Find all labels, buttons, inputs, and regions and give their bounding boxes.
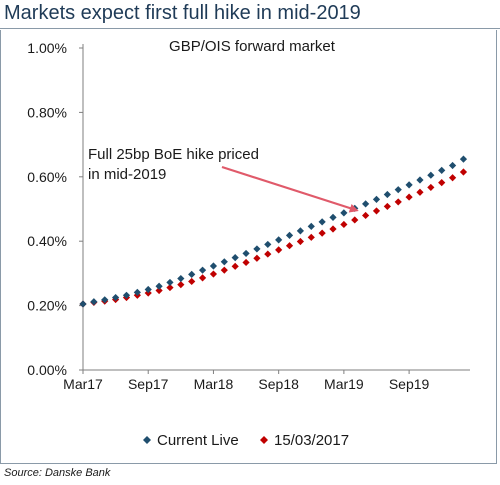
data-point [155,282,163,290]
annotation-arrowhead [348,203,359,213]
data-point [242,258,250,267]
data-point [296,227,304,235]
data-point [90,298,98,306]
legend-item: 15/03/2017 [260,432,349,449]
data-point [459,155,468,163]
data-point [198,274,207,282]
data-point [133,288,141,296]
data-point [253,245,261,253]
data-point [242,249,250,258]
data-point [177,281,185,289]
data-point [383,202,391,211]
y-tick-label: 0.20% [27,298,67,314]
data-point [231,254,239,262]
data-point [340,209,348,217]
data-point [112,293,120,302]
data-point [285,242,294,250]
data-point [188,270,196,278]
data-point [188,277,196,286]
legend-marker [260,436,268,444]
data-point [144,285,152,294]
data-point [198,266,207,274]
data-point [264,250,272,258]
data-point [448,161,457,170]
data-point [340,220,348,229]
x-tick-label: Mar17 [63,376,103,392]
annotation-text: in mid-2019 [88,166,166,183]
chart-title: GBP/OIS forward market [169,38,336,55]
data-point [209,270,218,278]
data-point [231,262,239,270]
data-point [318,229,326,237]
y-tick-label: 0.80% [27,104,67,120]
data-point [285,231,294,240]
data-point [383,190,391,199]
data-point [394,198,402,206]
data-point [427,183,435,192]
legend-marker [143,436,151,444]
data-point [329,225,337,233]
series-current-live [79,155,468,308]
y-tick-label: 1.00% [27,40,67,56]
data-point [122,291,131,299]
data-point [351,216,359,224]
data-point [166,283,174,292]
data-point [220,266,228,274]
data-point [264,240,272,249]
data-point [101,296,109,304]
data-point [438,166,446,174]
source-note: Source: Danske Bank [4,467,111,479]
title-divider [0,28,500,29]
y-tick-label: 0.00% [27,362,67,378]
y-tick-label: 0.60% [27,169,67,185]
page-title: Markets expect first full hike in mid-20… [4,2,361,24]
x-tick-label: Sep17 [128,376,169,392]
data-point [416,176,424,184]
data-point [394,186,402,194]
data-point [275,236,283,244]
chart-frame [0,30,497,464]
data-point [427,171,435,179]
data-point [177,274,185,283]
data-point [362,211,370,220]
data-point [155,286,163,295]
x-tick-label: Mar19 [324,376,364,392]
x-tick-label: Mar18 [194,376,234,392]
data-point [405,181,413,189]
data-point [362,200,370,208]
data-point [307,222,315,230]
data-point [372,207,381,215]
annotation-text: Full 25bp BoE hike priced [88,146,259,163]
data-point [329,213,337,221]
legend-label: Current Live [157,432,239,449]
data-point [438,178,446,187]
annotation-arrow [221,165,354,211]
data-point [416,188,424,196]
data-point [307,233,315,241]
x-tick-label: Sep19 [389,376,430,392]
data-point [296,237,304,246]
data-point [220,258,228,266]
data-point [405,193,413,201]
data-point [275,246,283,254]
data-point [166,278,174,287]
data-point [209,262,218,270]
y-tick-label: 0.40% [27,233,67,249]
legend-item: Current Live [143,432,239,449]
series-15-03-2017 [79,168,468,308]
data-point [448,174,457,182]
data-point [459,168,468,176]
legend-label: 15/03/2017 [274,432,349,449]
x-tick-label: Sep18 [258,376,299,392]
data-point [318,218,326,226]
data-point [79,300,87,308]
data-point [372,195,381,203]
data-point [253,254,261,262]
